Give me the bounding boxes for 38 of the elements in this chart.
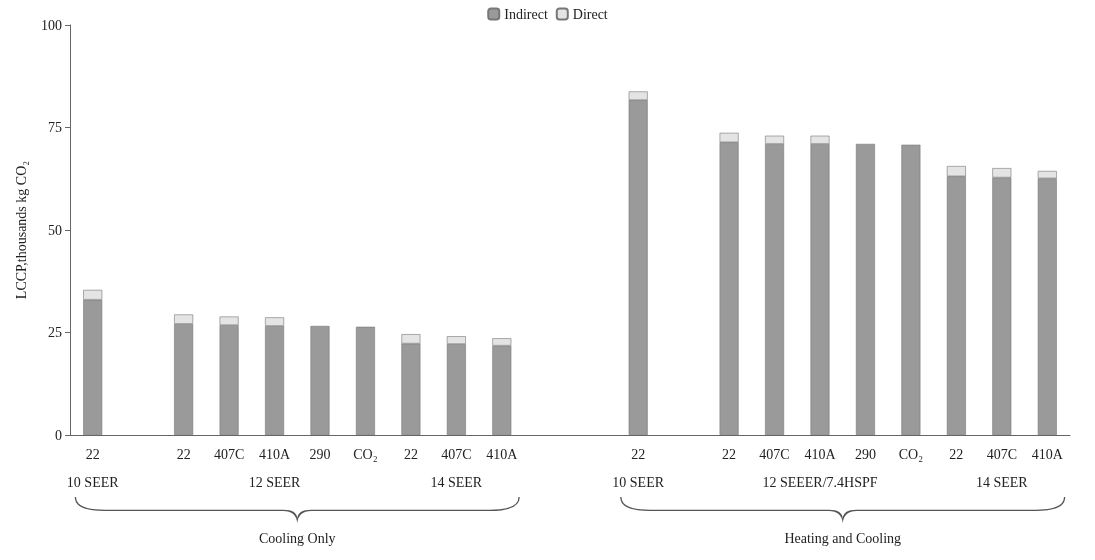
x-tick-label: 410A xyxy=(1031,446,1064,462)
legend-label: Indirect xyxy=(504,6,548,22)
x-tick-label: 290 xyxy=(309,446,331,462)
text: 12 SEEER/7.4HSPF xyxy=(762,475,878,490)
x-tick-label: CO₂ xyxy=(353,446,378,462)
y-tick-label: 25 xyxy=(48,325,62,340)
legend-label: Direct xyxy=(572,6,608,22)
bar xyxy=(901,144,921,435)
y-axis-title: LCCP,thousands kg CO₂ xyxy=(13,160,29,300)
text: 12 SEER xyxy=(248,475,302,490)
bar xyxy=(310,325,330,435)
text: 10 SEER xyxy=(66,475,120,490)
x-tick-label: 407C xyxy=(986,446,1017,462)
x-tick-label: 22 xyxy=(722,446,737,462)
x-tick-label: 22 xyxy=(631,446,646,462)
x-tick-label: 290 xyxy=(854,446,876,462)
y-tick-label: 0 xyxy=(55,427,62,443)
text: 10 SEER xyxy=(612,475,665,490)
x-tick-label: 22 xyxy=(949,446,964,462)
y-tick-label: 100 xyxy=(41,17,62,33)
bar xyxy=(355,326,375,435)
x-tick-label: 407C xyxy=(213,446,245,462)
x-tick-label: CO₂ xyxy=(898,446,924,462)
text: Cooling Only xyxy=(258,531,336,546)
x-tick-label: 407C xyxy=(441,446,472,462)
x-tick-label: 410A xyxy=(486,446,519,462)
text: Heating and Cooling xyxy=(784,531,902,546)
x-tick-label: 407C xyxy=(759,446,790,462)
x-tick-label: 410A xyxy=(258,446,291,462)
x-tick-label: 22 xyxy=(85,446,100,462)
bar xyxy=(855,143,875,435)
y-tick-label: 50 xyxy=(48,222,62,238)
x-tick-label: 410A xyxy=(804,446,837,462)
x-tick-label: 22 xyxy=(176,446,191,462)
y-tick-label: 75 xyxy=(48,120,62,135)
text: 14 SEER xyxy=(430,475,483,490)
x-tick-label: 22 xyxy=(403,446,418,462)
text: 14 SEER xyxy=(975,475,1029,490)
